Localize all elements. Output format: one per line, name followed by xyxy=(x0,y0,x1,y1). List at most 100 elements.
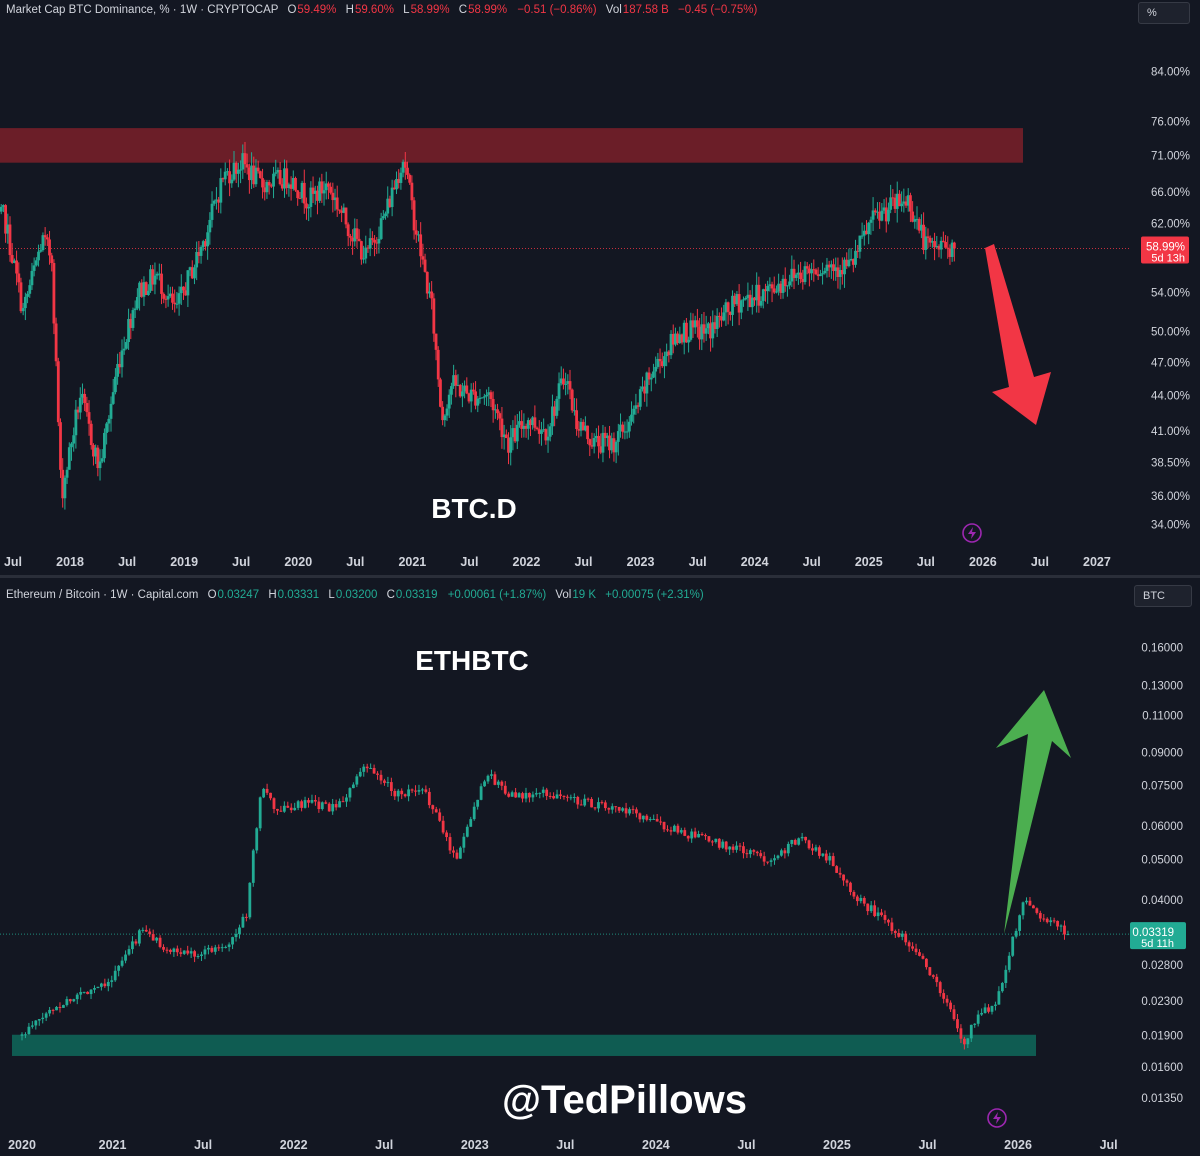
candle-body xyxy=(417,234,420,236)
symbol-title[interactable]: Market Cap BTC Dominance, % · 1W · CRYPT… xyxy=(6,4,279,16)
panel-divider[interactable] xyxy=(0,575,1200,578)
candle-body xyxy=(430,291,434,299)
candle-body xyxy=(338,801,341,808)
candle-body xyxy=(406,167,409,175)
candle-body xyxy=(790,268,794,282)
candle-body xyxy=(717,838,721,848)
candle-body xyxy=(293,807,297,811)
candle-body xyxy=(76,409,80,413)
ethbtc-chart[interactable]: 0.16000 0.13000 0.11000 0.09000 0.07500 0.060… xyxy=(0,578,1200,1156)
candle-body xyxy=(72,999,76,1002)
candle-body xyxy=(605,435,609,439)
candle-body xyxy=(400,790,404,795)
candle-body xyxy=(1000,982,1004,992)
candle-body xyxy=(348,236,352,238)
candle-body xyxy=(144,282,148,295)
countdown-label: 5d 11h xyxy=(1141,938,1174,950)
candle-body xyxy=(124,954,127,961)
candle-body xyxy=(358,771,362,777)
candle-body xyxy=(897,933,901,937)
candle-body xyxy=(447,394,451,409)
candle-body xyxy=(700,324,704,340)
unit-selector[interactable]: % xyxy=(1138,2,1190,24)
btc-dominance-panel[interactable]: 84.00% 76.00% 71.00% 66.00% 62.00% 58.99% 5d 1… xyxy=(0,0,1200,575)
candle-body xyxy=(267,182,271,186)
candle-body xyxy=(28,285,32,294)
candle-body xyxy=(546,436,550,441)
candle-body xyxy=(840,270,844,275)
candle-body xyxy=(493,774,497,785)
candle-body xyxy=(762,856,766,862)
candle-body xyxy=(994,1004,997,1006)
candle-body xyxy=(23,296,27,309)
candle-body xyxy=(738,845,742,847)
candle-body xyxy=(165,949,169,951)
candle-body xyxy=(351,784,355,789)
symbol-title[interactable]: Ethereum / Bitcoin · 1W · Capital.com xyxy=(6,589,199,601)
candle-body xyxy=(856,250,860,252)
candle-body xyxy=(441,406,445,421)
ethbtc-panel[interactable]: 0.16000 0.13000 0.11000 0.09000 0.07500 0.060… xyxy=(0,578,1200,1156)
candle-body xyxy=(320,181,324,194)
unit-selector[interactable]: BTC xyxy=(1134,585,1192,607)
y-tick-label: 0.11000 xyxy=(1142,711,1183,723)
candle-body xyxy=(458,847,462,859)
low-value: 58.99% xyxy=(410,4,450,16)
candle-body xyxy=(37,251,40,261)
candle-body xyxy=(463,385,466,392)
ethbtc-header: Ethereum / Bitcoin · 1W · Capital.com O0… xyxy=(6,589,704,601)
candle-body xyxy=(55,1006,58,1011)
candle-body xyxy=(507,438,510,453)
candle-body xyxy=(303,800,307,808)
candle-body xyxy=(166,296,170,300)
candle-body xyxy=(628,809,631,814)
candle-body xyxy=(309,187,313,207)
candle-body xyxy=(924,236,928,250)
candle-body xyxy=(280,184,284,189)
candle-body xyxy=(744,297,748,300)
candle-body xyxy=(1018,915,1022,931)
candle-body xyxy=(663,356,666,367)
candle-body xyxy=(880,210,884,221)
candle-body xyxy=(709,323,712,339)
y-tick-label: 44.00% xyxy=(1151,390,1190,402)
candle-body xyxy=(300,182,304,199)
candle-body xyxy=(586,425,589,440)
candle-body xyxy=(92,445,95,457)
btc-dominance-chart[interactable]: 84.00%76.00%71.00%66.00%62.00%58.99%5d 1… xyxy=(0,0,1200,575)
candle-body xyxy=(120,960,124,966)
candle-body xyxy=(365,766,369,769)
x-tick-label: 2020 xyxy=(284,555,312,569)
candle-body xyxy=(110,980,114,982)
close-label: C xyxy=(386,589,395,601)
candle-body xyxy=(641,815,645,820)
candle-body xyxy=(207,947,210,950)
candle-body xyxy=(503,785,507,794)
candle-body xyxy=(32,265,36,271)
candle-body xyxy=(316,190,319,201)
candle-body xyxy=(94,447,98,457)
candle-body xyxy=(87,412,91,424)
candle-body xyxy=(869,905,873,912)
candle-body xyxy=(557,383,561,399)
candle-body xyxy=(600,802,604,804)
candle-body xyxy=(588,439,592,446)
x-tick-label: Jul xyxy=(689,555,707,569)
candle-body xyxy=(51,1009,55,1011)
candle-body xyxy=(162,946,165,950)
candle-body xyxy=(851,258,855,265)
candle-body xyxy=(436,349,440,380)
candle-body xyxy=(285,168,289,189)
candle-body xyxy=(172,948,176,952)
candle-body xyxy=(381,216,385,219)
candle-body xyxy=(693,831,697,838)
candle-body xyxy=(814,269,818,275)
candle-body xyxy=(520,421,524,429)
candle-body xyxy=(58,1006,62,1008)
candle-body xyxy=(383,780,386,783)
candle-body xyxy=(39,250,43,252)
candle-body xyxy=(612,438,616,453)
candle-body xyxy=(450,386,453,395)
candle-body xyxy=(855,896,859,902)
candle-body xyxy=(849,258,853,261)
